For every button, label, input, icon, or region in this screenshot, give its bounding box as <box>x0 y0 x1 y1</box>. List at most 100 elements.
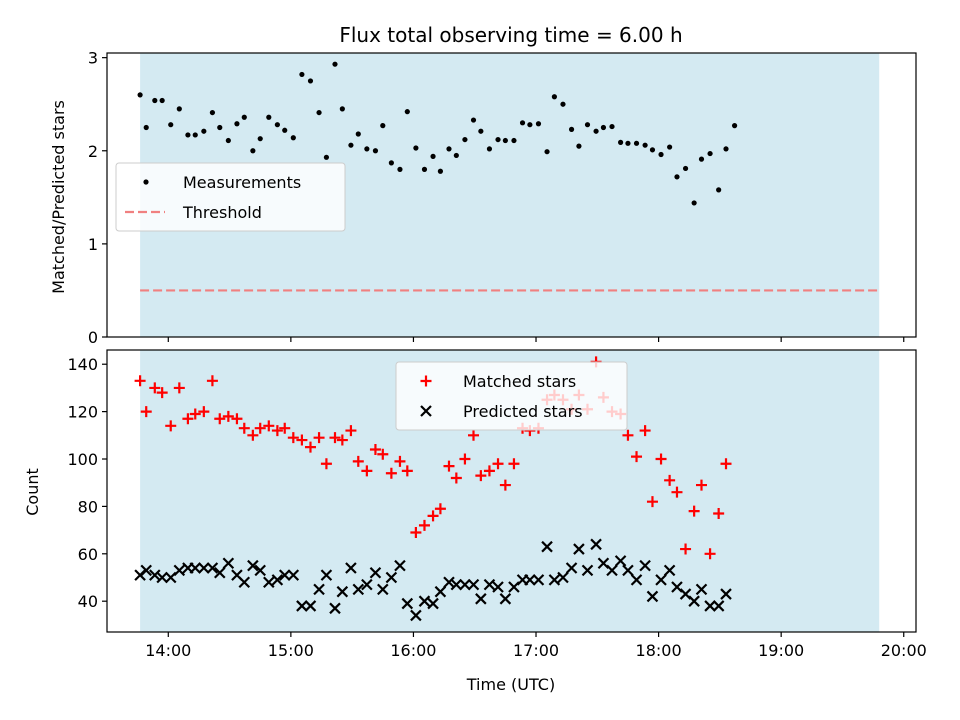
predicted-point <box>352 583 365 596</box>
matched-point <box>377 448 389 460</box>
measurement-point <box>316 109 322 116</box>
matched-point <box>664 474 676 486</box>
measurement-point <box>201 128 207 134</box>
predicted-point <box>336 585 349 598</box>
predicted-point <box>483 578 496 591</box>
matched-point <box>713 508 725 520</box>
bottom-panel: 40 60 80 100 120 140 14:00 15:00 16:00 17:00 18:00… <box>67 349 927 660</box>
matched-point <box>304 441 316 453</box>
measurement-point <box>649 147 656 153</box>
measurement-point <box>568 126 575 132</box>
measurement-point <box>437 168 444 174</box>
matched-point <box>182 413 194 425</box>
measurement-point <box>209 109 216 116</box>
measurement-point <box>470 117 477 123</box>
predicted-point <box>410 609 422 622</box>
matched-point <box>704 548 716 560</box>
matched-point <box>361 465 373 477</box>
matched-point <box>287 432 299 444</box>
predicted-point <box>173 564 186 577</box>
measurement-point <box>502 137 508 144</box>
predicted-point <box>467 578 480 591</box>
predicted-point <box>434 585 447 598</box>
predicted-point <box>287 569 300 581</box>
predicted-point <box>206 562 219 574</box>
legend-label: Measurements <box>183 173 301 192</box>
matched-point <box>352 455 364 467</box>
axes-frame <box>106 52 917 338</box>
predicted-point <box>622 564 634 577</box>
predicted-point <box>712 600 725 612</box>
matched-point <box>622 429 634 441</box>
measurement-point <box>723 146 729 152</box>
predicted-point <box>688 595 700 607</box>
matched-point <box>418 519 430 531</box>
measurement-point <box>551 94 558 100</box>
matched-point <box>369 444 381 456</box>
matched-point <box>410 526 422 538</box>
legend-marker <box>420 375 432 387</box>
matched-point <box>459 453 471 465</box>
matched-point <box>443 460 455 472</box>
matched-point <box>247 429 259 441</box>
legend-marker <box>420 405 432 417</box>
measurement-point <box>185 132 191 138</box>
matched-point <box>149 382 161 394</box>
measurement-point <box>282 127 288 133</box>
x-tick-label: 15:00 <box>268 641 314 660</box>
predicted-point <box>646 590 659 603</box>
measurement-point <box>339 106 345 112</box>
measurement-point <box>250 148 256 154</box>
predicted-point <box>548 574 561 586</box>
measurement-point <box>307 78 314 84</box>
predicted-point <box>361 578 373 591</box>
measurement-point <box>274 122 280 128</box>
predicted-point <box>296 600 308 612</box>
measurement-point <box>241 114 247 120</box>
measurement-point <box>225 137 231 144</box>
matched-point <box>492 458 504 470</box>
matched-point <box>639 425 651 437</box>
measurement-point <box>495 136 501 143</box>
measurement-point <box>372 148 379 154</box>
matched-point <box>320 458 332 470</box>
measurement-point <box>698 156 705 162</box>
matched-point <box>279 422 291 434</box>
matched-point <box>198 406 210 418</box>
predicted-point <box>427 597 439 610</box>
measurement-point <box>625 140 631 146</box>
legend-box <box>115 162 346 232</box>
legend-marker <box>143 179 149 185</box>
measurement-point <box>576 143 582 149</box>
predicted-point <box>313 583 325 596</box>
predicted-point <box>695 583 708 596</box>
matched-point <box>263 420 275 432</box>
y-tick-label: 1 <box>88 235 98 254</box>
predicted-point <box>254 564 266 577</box>
measurement-point <box>674 174 680 180</box>
measurement-point <box>584 122 591 128</box>
matched-point <box>238 422 250 434</box>
matched-point <box>140 406 152 418</box>
matched-point <box>468 429 480 441</box>
measurement-point <box>397 166 403 172</box>
x-tick-label: 14:00 <box>145 641 191 660</box>
predicted-point <box>418 595 431 607</box>
x-tick-label: 19:00 <box>758 641 804 660</box>
predicted-point <box>499 593 512 605</box>
axes-frame <box>106 349 917 633</box>
matched-point <box>680 543 692 555</box>
predicted-point <box>614 555 627 567</box>
measurement-point <box>707 150 713 157</box>
x-tick-label: 18:00 <box>636 641 682 660</box>
predicted-point <box>278 569 291 581</box>
predicted-point <box>532 574 545 586</box>
measurement-point <box>380 123 386 129</box>
measurement-point <box>364 146 370 152</box>
matched-point <box>329 432 341 444</box>
predicted-point <box>385 571 398 584</box>
matched-point <box>231 413 243 425</box>
predicted-point <box>213 566 226 579</box>
measurement-point <box>511 137 517 144</box>
x-tick-label: 16:00 <box>390 641 436 660</box>
